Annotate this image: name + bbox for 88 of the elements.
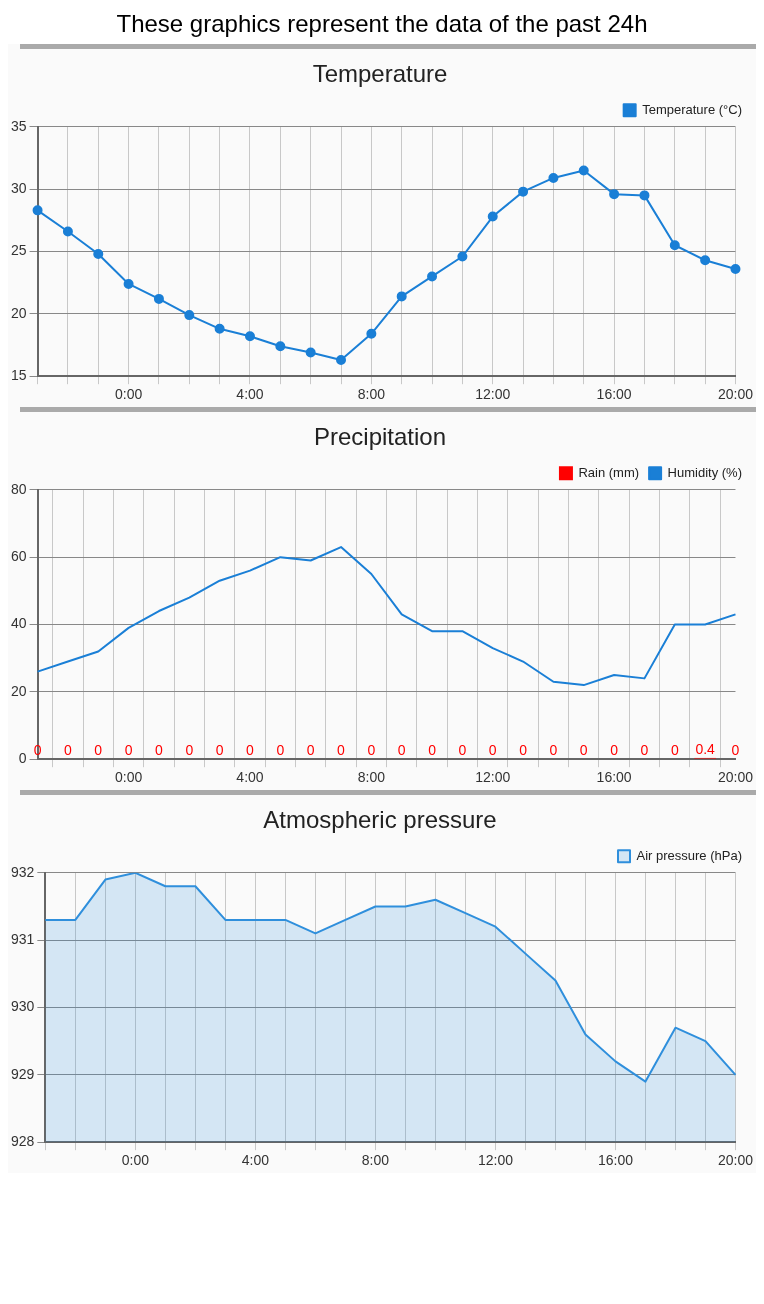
y-tick-label: 30 bbox=[10, 180, 27, 197]
data-label: 0 bbox=[397, 742, 406, 759]
point bbox=[669, 240, 680, 251]
point bbox=[487, 211, 498, 222]
point bbox=[548, 172, 559, 183]
x-tick-label: 8:00 bbox=[361, 1152, 390, 1169]
point bbox=[396, 291, 407, 302]
x-tick-label: 4:00 bbox=[241, 1152, 270, 1169]
point bbox=[123, 278, 134, 289]
y-tick-label: 40 bbox=[10, 615, 27, 632]
data-label: 0 bbox=[155, 742, 164, 759]
data-label: 0 bbox=[458, 742, 467, 759]
data-label: 0 bbox=[579, 742, 588, 759]
y-tick-label: 932 bbox=[11, 863, 35, 880]
x-tick-label: 8:00 bbox=[357, 386, 386, 403]
chart-title: Temperature bbox=[312, 60, 448, 88]
x-tick-label: 8:00 bbox=[357, 769, 386, 786]
y-tick-label: 931 bbox=[11, 931, 35, 948]
legend-label: Air pressure (hPa) bbox=[636, 847, 743, 863]
chart-title: Precipitation bbox=[313, 423, 447, 451]
y-tick-label: 930 bbox=[11, 998, 35, 1015]
x-tick-label: 16:00 bbox=[596, 386, 632, 403]
data-label: 0 bbox=[670, 742, 679, 759]
point bbox=[578, 165, 589, 176]
y-tick-label: 0 bbox=[18, 750, 27, 767]
x-tick-label: 20:00 bbox=[717, 769, 754, 786]
x-tick-label: 0:00 bbox=[121, 1152, 150, 1169]
data-label: 0.4 bbox=[695, 740, 716, 757]
y-tick-label: 928 bbox=[11, 1133, 35, 1150]
point bbox=[275, 341, 286, 352]
data-label: 0 bbox=[94, 742, 103, 759]
data-label: 0 bbox=[306, 742, 315, 759]
data-label: 0 bbox=[731, 742, 740, 759]
legend-label: Temperature (°C) bbox=[642, 101, 743, 117]
point bbox=[700, 255, 711, 266]
legend-label: Rain (mm) bbox=[578, 464, 640, 480]
point bbox=[427, 271, 438, 282]
data-label: 0 bbox=[337, 742, 346, 759]
y-tick-label: 20 bbox=[10, 682, 27, 699]
x-tick-label: 0:00 bbox=[114, 386, 143, 403]
point bbox=[730, 263, 741, 274]
data-label: 0 bbox=[488, 742, 497, 759]
x-tick-label: 12:00 bbox=[477, 1152, 514, 1169]
data-label: 0 bbox=[185, 742, 194, 759]
data-label: 0 bbox=[519, 742, 528, 759]
point bbox=[518, 186, 529, 197]
data-label: 0 bbox=[124, 742, 133, 759]
point bbox=[184, 310, 195, 321]
x-tick-label: 20:00 bbox=[717, 386, 754, 403]
point bbox=[93, 248, 104, 259]
chart-title: Atmospheric pressure bbox=[263, 806, 497, 834]
data-label: 0 bbox=[640, 742, 649, 759]
legend-label: Humidity (%) bbox=[667, 464, 743, 480]
x-tick-label: 4:00 bbox=[236, 769, 264, 786]
x-tick-label: 4:00 bbox=[236, 386, 264, 403]
x-tick-label: 16:00 bbox=[596, 769, 632, 786]
data-label: 0 bbox=[276, 742, 285, 759]
point bbox=[457, 251, 468, 262]
data-label: 0 bbox=[246, 742, 255, 759]
y-tick-label: 20 bbox=[10, 304, 27, 321]
point bbox=[244, 331, 255, 342]
point bbox=[214, 323, 225, 334]
y-tick-label: 60 bbox=[10, 548, 27, 565]
data-label: 0 bbox=[215, 742, 224, 759]
y-tick-label: 80 bbox=[10, 480, 27, 497]
point bbox=[62, 226, 73, 237]
x-tick-label: 20:00 bbox=[717, 1152, 754, 1169]
y-tick-label: 929 bbox=[11, 1065, 35, 1082]
point bbox=[366, 328, 377, 339]
x-tick-label: 12:00 bbox=[475, 769, 511, 786]
y-tick-label: 35 bbox=[10, 117, 27, 134]
data-label: 0 bbox=[428, 742, 437, 759]
x-tick-label: 0:00 bbox=[114, 769, 143, 786]
point bbox=[305, 347, 316, 358]
y-tick-label: 25 bbox=[10, 242, 27, 259]
x-tick-label: 16:00 bbox=[597, 1152, 634, 1169]
data-label: 0 bbox=[610, 742, 619, 759]
x-tick-label: 12:00 bbox=[475, 386, 511, 403]
point bbox=[609, 189, 620, 200]
point bbox=[336, 354, 347, 365]
data-label: 0 bbox=[549, 742, 558, 759]
point bbox=[639, 190, 650, 201]
data-label: 0 bbox=[64, 742, 73, 759]
point bbox=[153, 293, 164, 304]
y-tick-label: 15 bbox=[10, 367, 27, 384]
point bbox=[32, 205, 43, 216]
data-label: 0 bbox=[367, 742, 376, 759]
text: These graphics represent the data of the past 24h bbox=[8, 8, 756, 44]
